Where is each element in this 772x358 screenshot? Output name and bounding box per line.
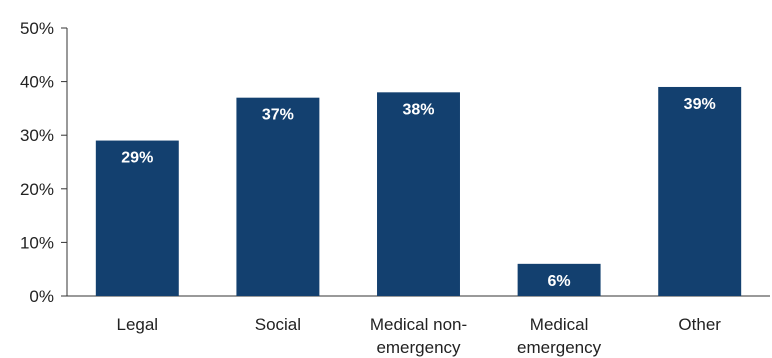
y-tick-label: 10%	[20, 233, 54, 252]
x-category-label: Medical non-emergency	[370, 315, 467, 357]
x-category-label-line: Legal	[116, 315, 158, 334]
category-labels: Legal Social Medical non-emergency Medical e…	[116, 315, 721, 357]
y-tick-label: 20%	[20, 180, 54, 199]
bar-data-label: 29%	[121, 150, 153, 167]
x-category-label-line: emergency	[517, 338, 602, 357]
data-labels: 29% 37% 38% 6% 39%	[121, 96, 715, 290]
x-category-label-line: emergency	[376, 338, 461, 357]
x-category-label: Legal	[116, 315, 158, 334]
x-category-label-line: Other	[678, 315, 721, 334]
x-category-label-line: Medical	[530, 315, 589, 334]
y-axis: 0% 10% 20% 30% 40% 50%	[20, 19, 68, 306]
y-tick-label: 30%	[20, 126, 54, 145]
y-tick-label: 0%	[29, 287, 54, 306]
y-tick-label: 40%	[20, 73, 54, 92]
x-category-label: Medical emergency	[517, 315, 602, 357]
x-category-label: Social	[255, 315, 301, 334]
bar	[658, 86, 742, 297]
bar	[236, 97, 320, 297]
bars	[95, 86, 742, 297]
bar	[517, 263, 601, 296]
x-category-label-line: Social	[255, 315, 301, 334]
x-category-label: Other	[678, 315, 721, 334]
bar-data-label: 39%	[684, 96, 716, 113]
bar-data-label: 6%	[548, 273, 571, 290]
bar	[377, 92, 460, 296]
bar-data-label: 38%	[402, 101, 434, 118]
bar-data-label: 37%	[262, 107, 294, 124]
bar	[95, 140, 179, 296]
y-tick-label: 50%	[20, 19, 54, 38]
x-category-label-line: Medical non-	[370, 315, 467, 334]
